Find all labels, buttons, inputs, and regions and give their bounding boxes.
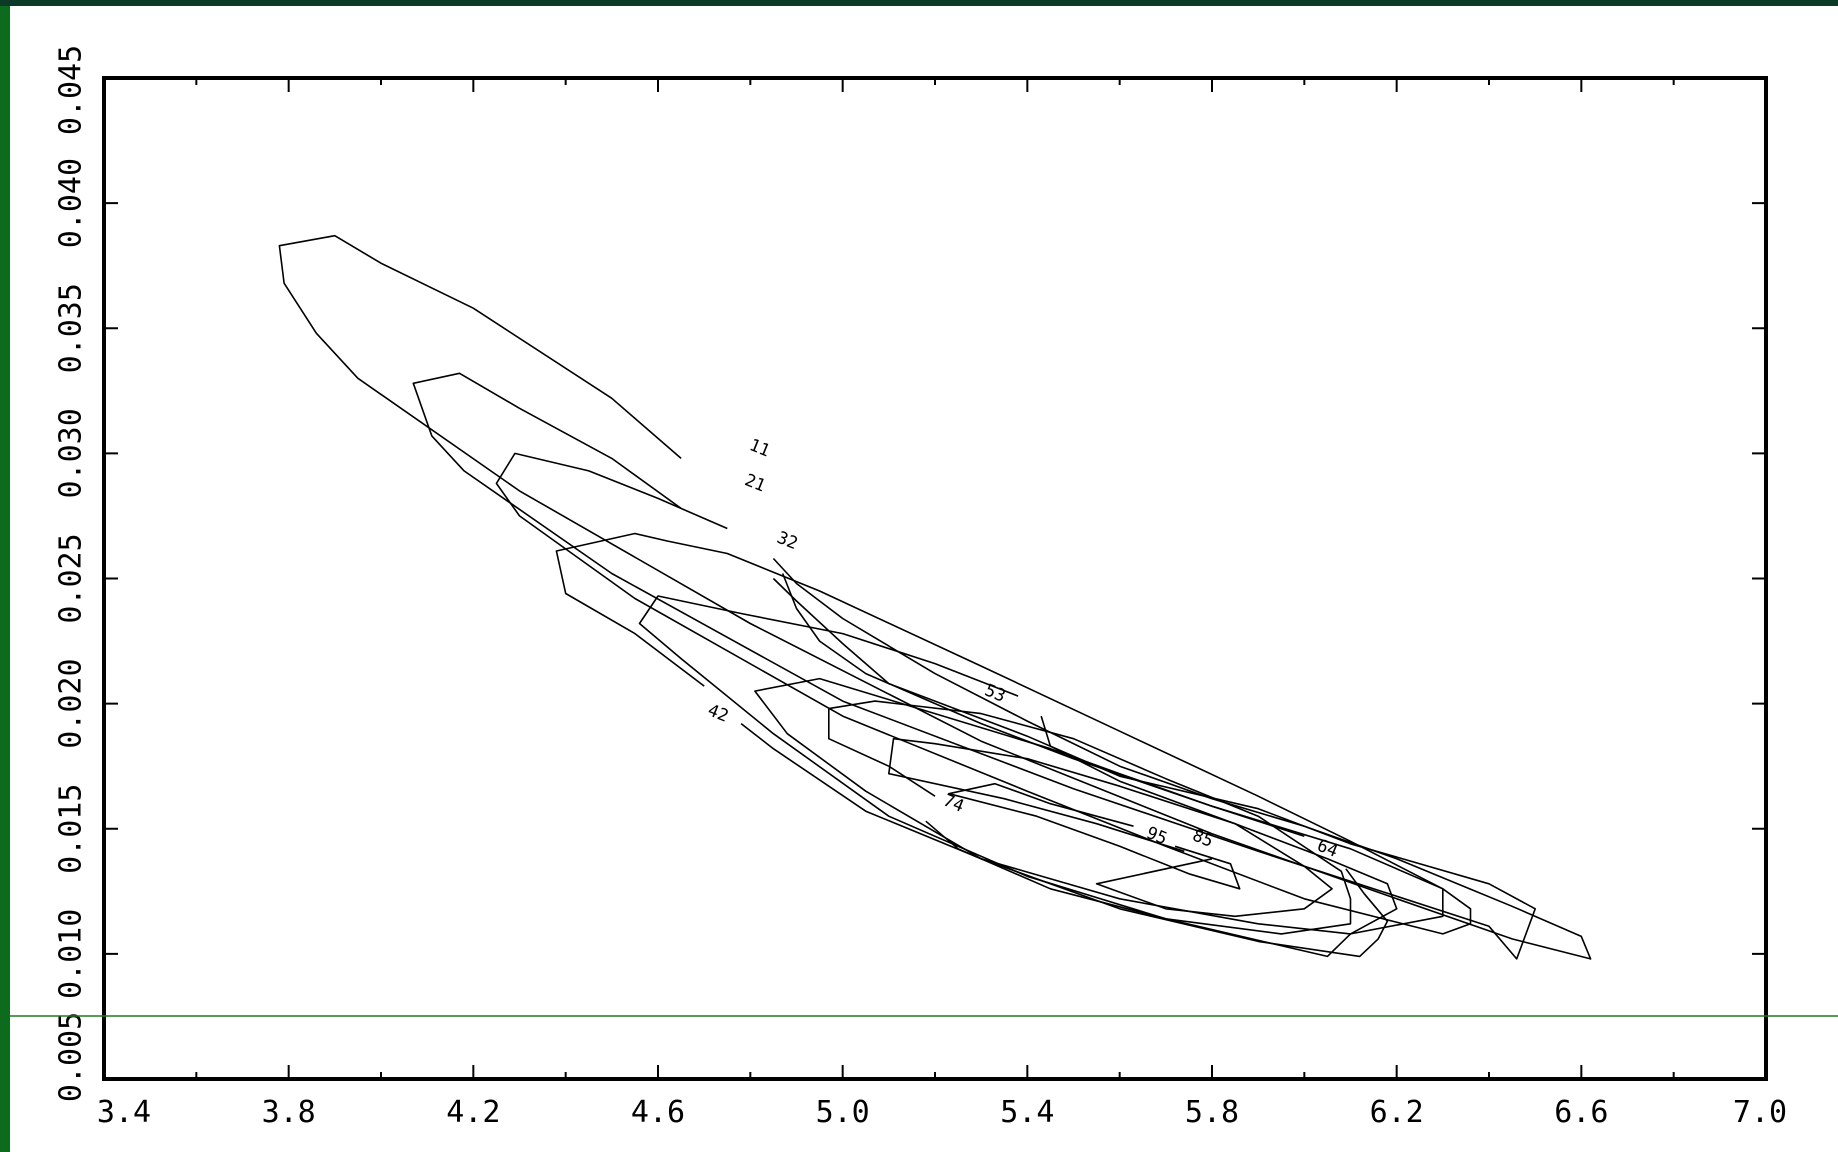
contour-line-53	[638, 595, 1398, 958]
contour-line-64	[754, 677, 1389, 958]
x-tick-label: 5.8	[1185, 1095, 1239, 1130]
plot-frame	[102, 76, 1768, 1081]
x-axis-tick-labels: 3.4 3.8 4.2 4.6 5.0 5.4 5.8 6.2 6.6 7.0	[97, 1095, 1787, 1130]
frame-top-border	[0, 0, 1838, 6]
contour-line-85	[887, 737, 1333, 918]
x-tick-label: 3.4	[97, 1095, 151, 1130]
x-tick-label: 6.2	[1370, 1095, 1424, 1130]
contour-line-74	[827, 700, 1352, 935]
y-tick-label: 0.015	[54, 784, 89, 874]
contour-line-32	[495, 452, 1472, 935]
contour-lines	[278, 234, 1592, 960]
x-tick-label: 6.6	[1554, 1095, 1608, 1130]
y-tick-label: 0.005	[54, 1012, 89, 1102]
y-tick-label: 0.025	[54, 533, 89, 623]
x-tick-label: 5.0	[816, 1095, 870, 1130]
contour-line-95	[948, 782, 1241, 890]
y-tick-label: 0.040	[54, 158, 89, 248]
x-tick-label: 5.4	[1000, 1095, 1054, 1130]
x-tick-label: 4.6	[631, 1095, 685, 1130]
x-tick-label: 3.8	[262, 1095, 316, 1130]
y-axis-tick-labels: 0.005 0.010 0.015 0.020 0.025 0.030 0.035 0.040…	[54, 45, 89, 1102]
contour-line-42	[555, 532, 1444, 935]
contour-line-11	[278, 234, 1592, 960]
y-tick-label: 0.045	[54, 45, 89, 135]
x-tick-label: 7.0	[1733, 1095, 1787, 1130]
y-tick-label: 0.020	[54, 658, 89, 748]
y-tick-label: 0.010	[54, 909, 89, 999]
y-tick-label: 0.035	[54, 283, 89, 373]
y-tick-label: 0.030	[54, 408, 89, 498]
x-tick-label: 4.2	[446, 1095, 500, 1130]
frame-left-border	[0, 0, 10, 1152]
